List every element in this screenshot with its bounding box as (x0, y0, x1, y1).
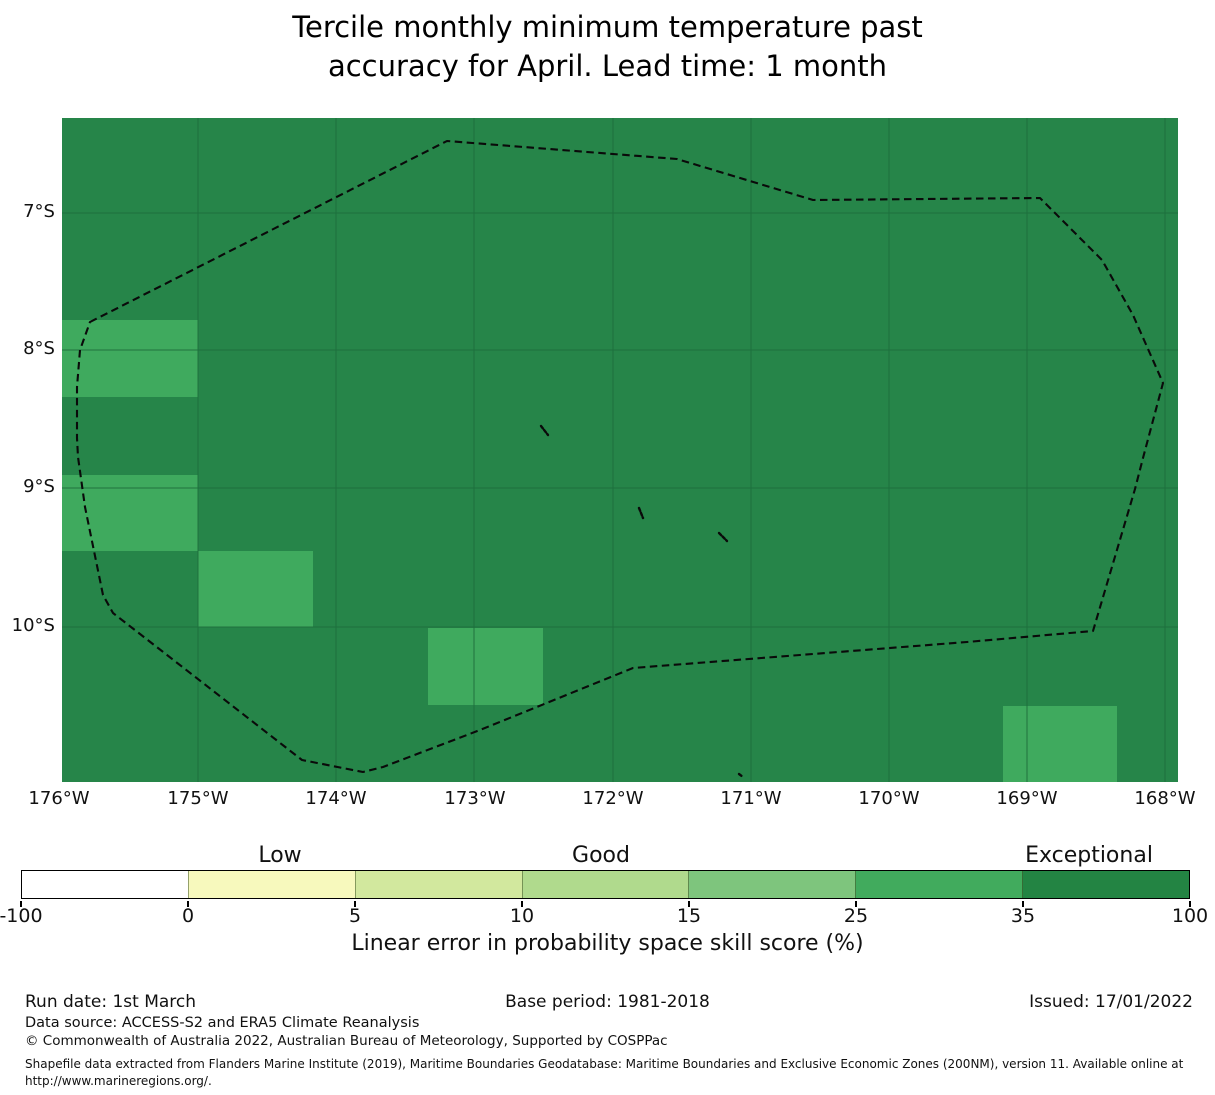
y-tick-label: 8°S (23, 338, 55, 359)
colorbar-segment (521, 871, 689, 898)
colorbar-tick-mark (855, 901, 857, 907)
x-tick-label: 172°W (582, 788, 644, 809)
colorbar-tick-label: -100 (0, 905, 43, 927)
colorbar-segment (354, 871, 522, 898)
lower-skill-cell (198, 551, 313, 627)
shapefile-note-text: Shapefile data extracted from Flanders M… (25, 1057, 1184, 1088)
colorbar-tick-label: 10 (509, 905, 535, 927)
lower-skill-cell (428, 628, 543, 705)
lower-skill-cell (1003, 706, 1117, 782)
colorbar-segment (187, 871, 355, 898)
y-tick-label: 10°S (11, 615, 55, 636)
colorbar-tick-mark (20, 901, 22, 907)
colorbar-tick-label: 25 (843, 905, 869, 927)
x-tick-label: 169°W (996, 788, 1058, 809)
colorbar-tick-label: 100 (1171, 905, 1209, 927)
x-tick-label: 174°W (305, 788, 367, 809)
map-plot (62, 118, 1178, 782)
island-mark (539, 424, 550, 437)
colorbar-tick-label: 0 (181, 905, 195, 927)
lower-skill-cell (62, 320, 198, 397)
data-source-text: Data source: ACCESS-S2 and ERA5 Climate … (25, 1015, 420, 1031)
colorbar-tick-label: 35 (1010, 905, 1036, 927)
base-period-text: Base period: 1981-2018 (505, 992, 710, 1012)
colorbar-segment (855, 871, 1023, 898)
chart-title: Tercile monthly minimum temperature past… (292, 10, 923, 83)
colorbar-category-label: Low (258, 843, 302, 868)
colorbar-axis-label: Linear error in probability space skill … (351, 931, 864, 956)
colorbar-segment (22, 871, 188, 898)
colorbar-tick-mark (521, 901, 523, 907)
y-tick-label: 7°S (23, 201, 55, 222)
colorbar-tick-mark (688, 901, 690, 907)
colorbar-tick-label: 5 (348, 905, 362, 927)
y-tick-label: 9°S (23, 476, 55, 497)
colorbar-category-label: Good (572, 843, 630, 868)
run-date-text: Run date: 1st March (25, 992, 197, 1012)
colorbar-tick-mark (187, 901, 189, 907)
x-tick-label: 171°W (720, 788, 782, 809)
x-tick-label: 173°W (444, 788, 506, 809)
island-mark (637, 506, 645, 520)
colorbar-tick-mark (354, 901, 356, 907)
issued-date-text: Issued: 17/01/2022 (1029, 992, 1193, 1012)
island-mark (717, 531, 729, 543)
colorbar-segment (688, 871, 856, 898)
x-tick-label: 170°W (858, 788, 920, 809)
colorbar (21, 870, 1190, 899)
colorbar-segment (1022, 871, 1190, 898)
eez-boundary-dashed (75, 139, 1165, 774)
island-mark (737, 772, 745, 779)
x-tick-label: 176°W (28, 788, 90, 809)
colorbar-tick-mark (1189, 901, 1191, 907)
colorbar-tick-label: 15 (676, 905, 702, 927)
x-tick-label: 168°W (1134, 788, 1196, 809)
x-tick-label: 175°W (167, 788, 229, 809)
copyright-text: © Commonwealth of Australia 2022, Austra… (25, 1033, 668, 1049)
map-background (62, 118, 1178, 782)
colorbar-tick-mark (1022, 901, 1024, 907)
colorbar-category-label: Exceptional (1025, 843, 1153, 868)
